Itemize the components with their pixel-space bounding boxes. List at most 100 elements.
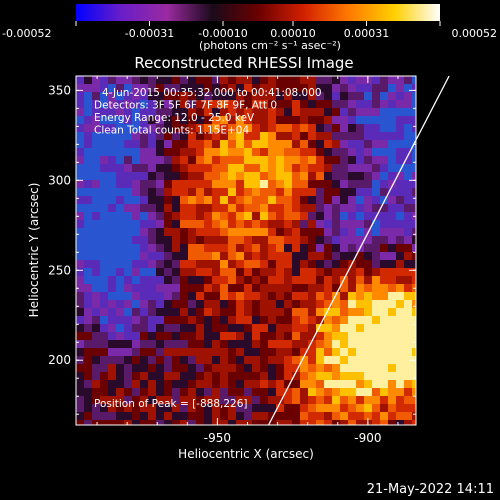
heatmap-cell xyxy=(244,236,252,244)
heatmap-cell xyxy=(156,140,164,148)
heatmap-cell xyxy=(372,100,380,108)
heatmap-cell xyxy=(244,116,252,124)
heatmap-cell xyxy=(244,212,252,220)
heatmap-cell xyxy=(276,244,284,252)
heatmap-cell xyxy=(196,356,204,364)
heatmap-cell xyxy=(108,108,116,116)
heatmap-cell xyxy=(380,132,388,140)
heatmap-cell xyxy=(372,172,380,180)
heatmap-cell xyxy=(188,292,196,300)
heatmap-cell xyxy=(84,372,92,380)
heatmap-cell xyxy=(84,212,92,220)
heatmap-cell xyxy=(284,388,292,396)
heatmap-cell xyxy=(124,388,132,396)
heatmap-cell xyxy=(396,420,404,425)
heatmap-cell xyxy=(84,116,92,124)
heatmap-cell xyxy=(204,388,212,396)
heatmap-cell xyxy=(76,372,84,380)
heatmap-cell xyxy=(300,420,308,425)
heatmap-cell xyxy=(300,252,308,260)
heatmap-cell xyxy=(276,300,284,308)
heatmap-cell xyxy=(388,236,396,244)
heatmap-cell xyxy=(380,364,388,372)
heatmap-cell xyxy=(204,188,212,196)
heatmap-cell xyxy=(228,180,236,188)
heatmap-cell xyxy=(308,172,316,180)
heatmap-cell xyxy=(308,188,316,196)
heatmap-cell xyxy=(300,148,308,156)
heatmap-cell xyxy=(124,148,132,156)
heatmap-cell xyxy=(212,108,220,116)
heatmap-cell xyxy=(100,372,108,380)
heatmap-cell xyxy=(244,188,252,196)
heatmap-cell xyxy=(276,188,284,196)
heatmap-cell xyxy=(188,92,196,100)
heatmap-cell xyxy=(244,108,252,116)
heatmap-cell xyxy=(404,188,412,196)
heatmap-cell xyxy=(132,156,140,164)
heatmap-cell xyxy=(308,300,316,308)
heatmap-cell xyxy=(252,212,260,220)
heatmap-cell xyxy=(212,204,220,212)
heatmap-cell xyxy=(308,388,316,396)
heatmap-cell xyxy=(324,420,332,425)
heatmap-cell xyxy=(236,204,244,212)
heatmap-cell xyxy=(124,308,132,316)
heatmap-cell xyxy=(308,260,316,268)
heatmap-cell xyxy=(388,252,396,260)
heatmap-cell xyxy=(148,356,156,364)
heatmap-cell xyxy=(340,228,348,236)
heatmap-cell xyxy=(156,388,164,396)
heatmap-cell xyxy=(84,132,92,140)
heatmap-cell xyxy=(124,260,132,268)
heatmap-cell xyxy=(396,348,404,356)
heatmap-cell xyxy=(308,132,316,140)
heatmap-cell xyxy=(252,332,260,340)
heatmap-cell xyxy=(308,324,316,332)
heatmap-cell xyxy=(212,300,220,308)
heatmap-cell xyxy=(332,276,340,284)
heatmap-cell xyxy=(276,364,284,372)
heatmap-cell xyxy=(396,172,404,180)
heatmap-cell xyxy=(348,100,356,108)
heatmap-cell xyxy=(356,388,364,396)
heatmap-cell xyxy=(236,180,244,188)
heatmap-cell xyxy=(180,388,188,396)
heatmap-cell xyxy=(292,108,300,116)
heatmap-cell xyxy=(404,356,412,364)
heatmap-cell xyxy=(260,340,268,348)
heatmap-cell xyxy=(316,348,324,356)
heatmap-cell xyxy=(84,260,92,268)
heatmap-cell xyxy=(188,420,196,425)
heatmap-cell xyxy=(340,180,348,188)
heatmap-cell xyxy=(156,172,164,180)
heatmap-cell xyxy=(324,132,332,140)
heatmap-cell xyxy=(364,148,372,156)
heatmap-cell xyxy=(212,404,220,412)
heatmap-cell xyxy=(212,116,220,124)
heatmap-cell xyxy=(124,268,132,276)
heatmap-cell xyxy=(196,156,204,164)
heatmap-cell xyxy=(116,252,124,260)
heatmap-cell xyxy=(300,396,308,404)
heatmap-cell xyxy=(124,404,132,412)
heatmap-cell xyxy=(300,404,308,412)
heatmap-cell xyxy=(212,276,220,284)
heatmap-cell xyxy=(348,164,356,172)
heatmap-cell xyxy=(220,172,228,180)
solar-limb-line xyxy=(267,75,450,426)
heatmap-cell xyxy=(196,268,204,276)
heatmap-cell xyxy=(140,308,148,316)
heatmap-cell xyxy=(388,180,396,188)
heatmap-cell xyxy=(244,388,252,396)
heatmap-cell xyxy=(364,100,372,108)
heatmap-cell xyxy=(172,116,180,124)
heatmap-cell xyxy=(356,212,364,220)
heatmap-cell xyxy=(180,364,188,372)
heatmap-cell xyxy=(404,396,412,404)
heatmap-cell xyxy=(180,108,188,116)
heatmap-cell xyxy=(332,260,340,268)
heatmap-cell xyxy=(244,148,252,156)
heatmap-cell xyxy=(284,164,292,172)
heatmap-cell xyxy=(100,348,108,356)
